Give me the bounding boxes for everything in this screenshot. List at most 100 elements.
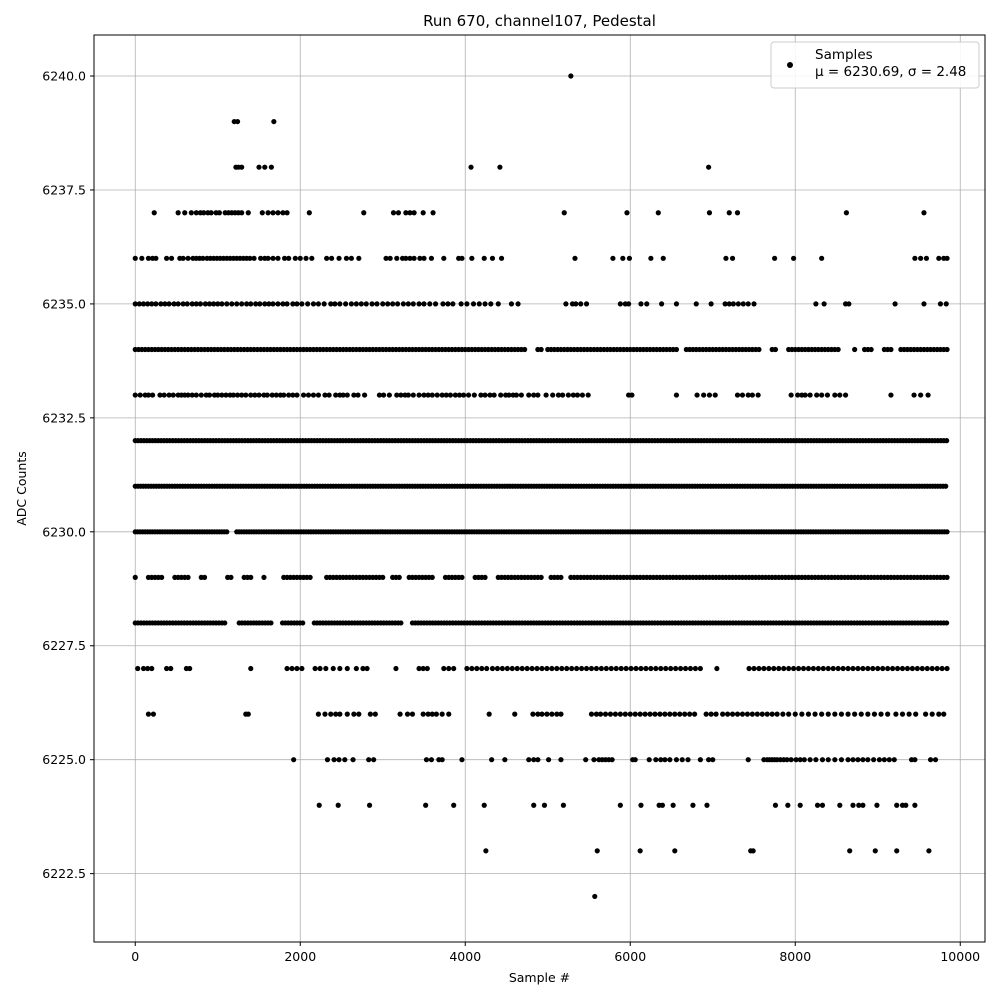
data-point: [812, 711, 818, 717]
data-point: [424, 665, 430, 672]
data-point: [819, 802, 826, 808]
data-point: [329, 255, 335, 261]
data-point: [759, 711, 765, 717]
data-point: [662, 757, 668, 763]
data-point: [515, 301, 521, 307]
data-point: [682, 711, 688, 717]
data-point: [843, 210, 850, 216]
data-point: [201, 574, 208, 580]
data-point: [725, 711, 731, 717]
data-point: [420, 210, 426, 216]
data-point: [932, 757, 939, 763]
data-point: [405, 301, 411, 307]
data-point: [189, 301, 195, 307]
data-point: [658, 665, 664, 672]
data-point: [202, 301, 208, 307]
data-point: [708, 711, 714, 717]
data-point: [927, 757, 934, 763]
data-point: [894, 665, 901, 672]
data-point: [692, 711, 698, 717]
data-point: [486, 711, 492, 717]
data-point: [439, 392, 445, 398]
data-point: [324, 255, 330, 261]
data-point: [416, 301, 422, 307]
data-point: [941, 711, 947, 717]
data-point: [387, 255, 393, 261]
data-point: [306, 210, 312, 216]
data-point: [583, 757, 589, 763]
data-point: [350, 757, 356, 763]
data-point: [585, 392, 591, 398]
data-point: [136, 301, 142, 307]
data-point: [769, 711, 775, 717]
data-point: [780, 711, 786, 717]
data-point: [315, 711, 321, 717]
data-point: [229, 301, 235, 307]
data-point: [541, 802, 548, 808]
data-point: [835, 346, 841, 353]
data-point: [265, 255, 271, 261]
data-point: [784, 757, 790, 763]
data-point: [583, 665, 590, 672]
data-point: [703, 711, 709, 717]
data-point: [892, 301, 898, 307]
data-point: [158, 301, 164, 307]
data-point: [754, 711, 760, 717]
data-point: [785, 802, 791, 808]
data-point: [403, 255, 409, 261]
data-point: [558, 711, 564, 717]
x-tick-label: 0: [131, 949, 139, 964]
data-point: [261, 574, 267, 580]
data-point: [561, 210, 567, 216]
data-point: [395, 210, 402, 216]
data-point: [180, 255, 186, 261]
data-point: [140, 301, 147, 307]
data-point: [673, 757, 680, 763]
data-point: [464, 665, 470, 672]
data-point: [852, 346, 858, 353]
data-point: [495, 301, 501, 307]
data-point: [886, 757, 892, 763]
data-point: [697, 665, 703, 672]
data-point: [251, 255, 257, 261]
data-point: [512, 711, 518, 717]
data-point: [239, 164, 245, 170]
data-point: [593, 665, 600, 672]
data-point: [491, 392, 497, 398]
data-point: [761, 665, 767, 672]
data-point: [407, 255, 413, 261]
data-point: [374, 301, 380, 307]
data-point: [638, 665, 644, 672]
data-point: [443, 392, 449, 398]
data-point: [323, 665, 329, 672]
data-points: [132, 73, 950, 900]
data-point: [353, 665, 359, 672]
data-point: [256, 392, 262, 398]
data-point: [344, 392, 350, 398]
data-point: [303, 255, 309, 261]
data-point: [872, 848, 878, 854]
data-point: [923, 711, 929, 717]
data-point: [814, 802, 821, 808]
data-point: [398, 392, 404, 398]
data-point: [441, 665, 447, 672]
data-point: [735, 301, 741, 307]
data-point: [429, 574, 435, 580]
data-point: [291, 757, 297, 763]
data-point: [653, 757, 659, 763]
data-point: [135, 665, 141, 672]
data-point: [197, 301, 204, 307]
data-point: [394, 392, 400, 398]
data-point: [247, 255, 253, 261]
data-point: [280, 301, 286, 307]
data-point: [745, 757, 751, 763]
data-point: [837, 392, 843, 398]
data-point: [275, 255, 281, 261]
data-point: [648, 255, 654, 261]
data-point: [672, 848, 678, 854]
y-tick-label: 6222.5: [42, 866, 86, 881]
data-point: [429, 392, 435, 398]
data-point: [300, 620, 306, 626]
data-point: [655, 210, 661, 216]
data-point: [704, 802, 710, 808]
